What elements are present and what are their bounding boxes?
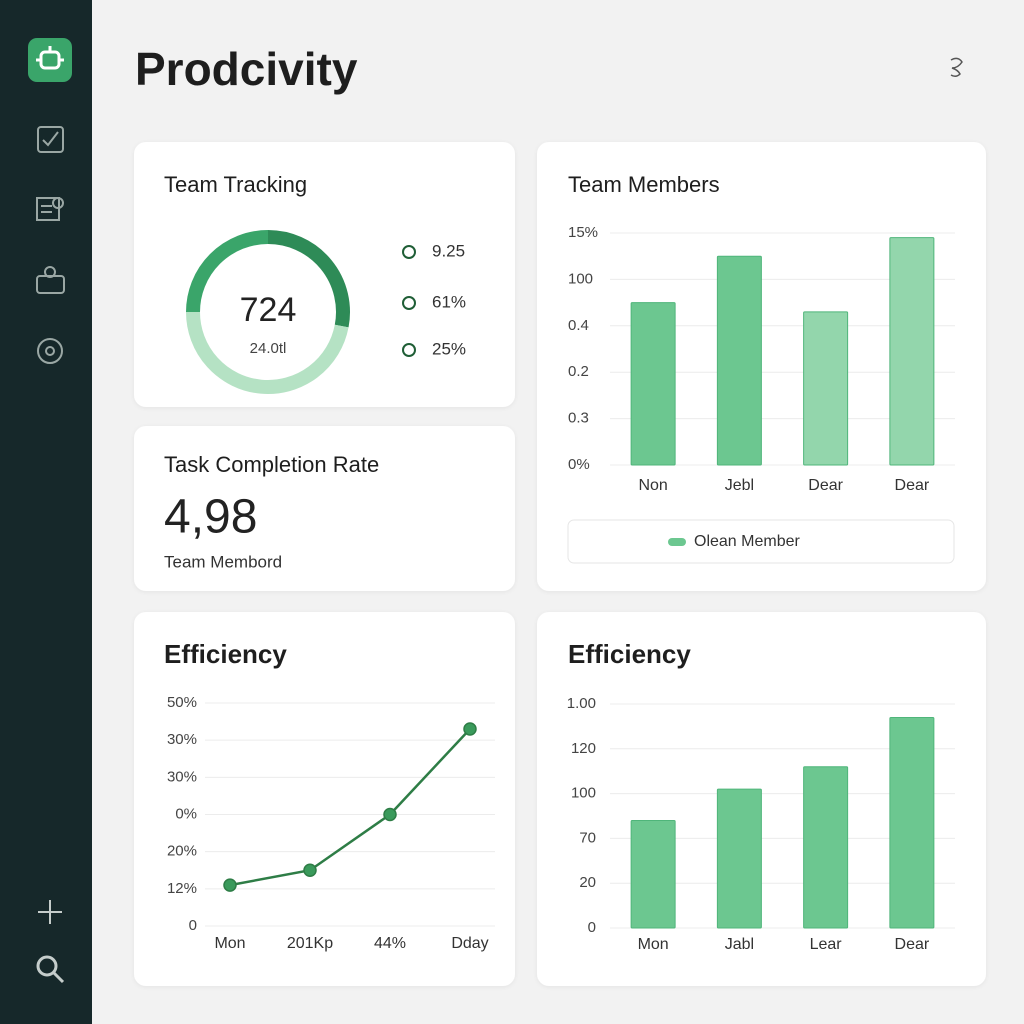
bar: [889, 237, 935, 466]
y-tick-label: 100: [571, 785, 596, 802]
chart-title: Efficiency: [164, 639, 287, 669]
x-tick-label: Dday: [451, 935, 488, 952]
logo-glyph: [36, 46, 64, 70]
x-tick-label: Dear: [895, 477, 930, 494]
y-tick-label: 0.2: [568, 363, 589, 380]
legend-text: 25%: [432, 339, 466, 358]
bar: [803, 766, 849, 929]
x-tick-label: Jebl: [725, 477, 754, 494]
x-tick-label: Lear: [810, 936, 843, 953]
x-tick-label: 201Kp: [287, 935, 333, 952]
legend-dot: [402, 296, 416, 310]
y-tick-label: 0%: [568, 456, 590, 473]
legend-text: Olean Member: [694, 533, 800, 550]
logo[interactable]: [28, 38, 72, 82]
point: [463, 722, 477, 736]
y-tick-label: 0: [189, 917, 197, 934]
donut-segment: [186, 311, 349, 394]
header-icon[interactable]: [950, 57, 963, 78]
page-title: Prodcivity: [135, 43, 358, 95]
y-tick-label: 70: [579, 829, 596, 846]
nav-search[interactable]: [36, 955, 65, 984]
point: [303, 863, 317, 877]
x-tick-label: Mon: [638, 936, 669, 953]
point: [383, 807, 397, 822]
x-tick-label: Jabl: [725, 936, 754, 953]
y-tick-label: 30%: [167, 731, 197, 748]
chart-title: Team Members: [568, 172, 720, 197]
legend-box: [567, 519, 955, 564]
x-tick-label: Mon: [214, 935, 245, 952]
y-tick-label: 15%: [568, 224, 598, 241]
bar: [716, 788, 762, 929]
nav-settings[interactable]: [37, 338, 63, 364]
y-tick-label: 50%: [167, 694, 197, 711]
card: [134, 142, 515, 407]
bar: [630, 819, 676, 929]
card-title: Task Completion Rate: [164, 452, 379, 477]
bar: [889, 716, 935, 929]
nav-add[interactable]: [38, 900, 62, 924]
y-tick-label: 0: [588, 919, 596, 936]
y-tick-label: 20%: [167, 843, 197, 860]
card-title: Team Tracking: [164, 172, 307, 197]
legend-dot: [402, 245, 416, 259]
sidebar: [0, 0, 92, 1024]
bar: [630, 302, 676, 466]
nav-team[interactable]: [36, 266, 65, 294]
legend-text: 61%: [432, 292, 466, 311]
x-tick-label: Dear: [808, 477, 843, 494]
line: [229, 728, 471, 887]
legend-text: 9.25: [432, 241, 465, 260]
y-tick-label: 0.4: [568, 317, 589, 334]
x-tick-label: Non: [638, 477, 667, 494]
legend-swatch: [668, 538, 686, 546]
y-tick-label: 12%: [167, 880, 197, 897]
donut-value: 724: [240, 291, 297, 329]
donut-caption: 24.0tl: [250, 340, 287, 357]
card: [134, 612, 515, 986]
legend-dot: [402, 343, 416, 357]
kpi-caption: Team Membord: [164, 552, 282, 571]
nav-tasks[interactable]: [37, 126, 64, 153]
point: [223, 878, 237, 892]
y-tick-label: 100: [568, 270, 593, 287]
x-tick-label: 44%: [374, 935, 406, 952]
nav-reports[interactable]: [36, 197, 64, 221]
y-tick-label: 120: [571, 740, 596, 757]
y-tick-label: 20: [579, 874, 596, 891]
chart-title: Efficiency: [568, 639, 691, 669]
donut-segment: [186, 230, 269, 313]
bar: [716, 255, 762, 466]
donut-segment: [267, 230, 350, 328]
y-tick-label: 0.3: [568, 410, 589, 427]
y-tick-label: 0%: [175, 805, 197, 822]
y-tick-label: 30%: [167, 768, 197, 785]
kpi-value: 4,98: [164, 491, 257, 544]
card: [134, 426, 515, 591]
y-tick-label: 1.00: [567, 695, 596, 712]
bar: [803, 311, 849, 466]
x-tick-label: Dear: [895, 936, 930, 953]
